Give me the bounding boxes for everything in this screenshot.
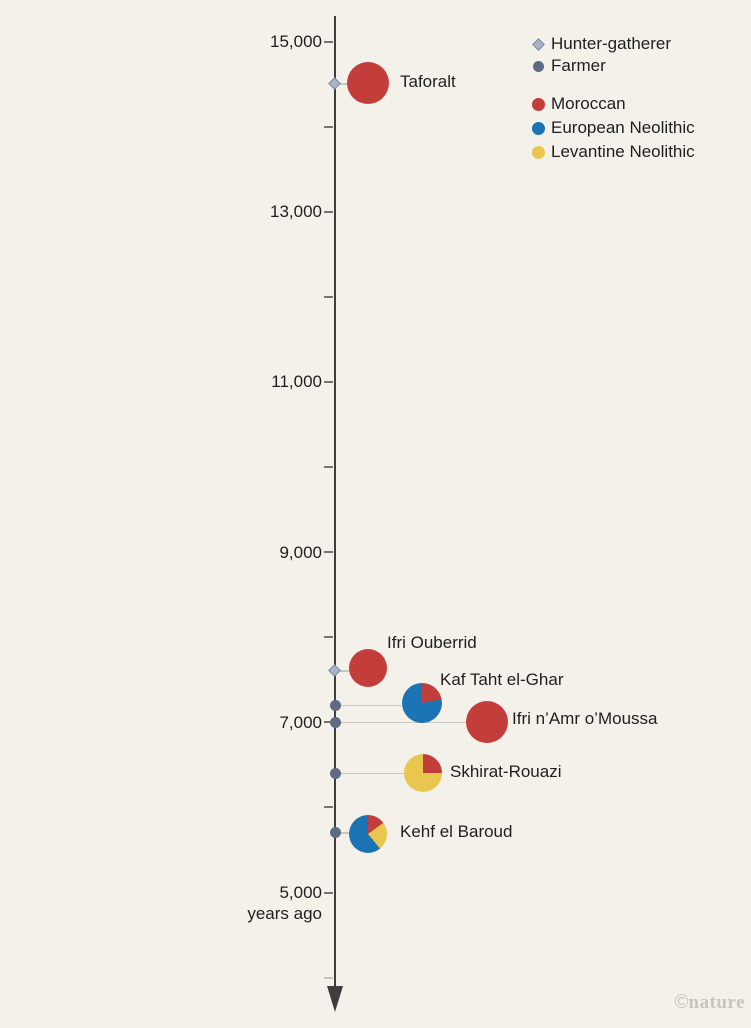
european-neolithic-dot-icon <box>530 121 546 135</box>
yellow-dot <box>531 145 545 159</box>
axis-tick-12000 <box>324 295 333 298</box>
ancestry-pie-kehf-el-baroud <box>349 814 387 853</box>
axis-tick-8000 <box>324 636 333 639</box>
ancestry-pie-kaf-taht-el-ghar <box>402 683 442 724</box>
axis-tick-5000 <box>324 891 333 894</box>
axis-tick-13000 <box>324 210 333 213</box>
ancestry-pie-ifri-n-amr-o-moussa <box>466 701 508 744</box>
site-label-ifri-ouberrid: Ifri Ouberrid <box>387 633 477 653</box>
nature-logo-text: nature <box>688 992 745 1013</box>
farmer-marker-skhirat-rouazi <box>329 767 341 779</box>
axis-tick-4000 <box>324 976 333 979</box>
legend-label-european-neolithic: European Neolithic <box>551 118 695 137</box>
circle-shape <box>532 60 544 72</box>
legend-label-hunter-gatherer: Hunter-gatherer <box>551 34 672 53</box>
hunter-gatherer-marker-ifri-ouberrid <box>328 664 341 678</box>
site-label-kaf-taht-el-ghar: Kaf Taht el-Ghar <box>440 670 564 690</box>
axis-tick-9000 <box>324 551 333 554</box>
legend-item-moroccan: Moroccan <box>530 92 695 116</box>
ancestry-pie-skhirat-rouazi <box>404 754 442 793</box>
legend: Hunter-gatherer Farmer Moroccan European… <box>530 33 695 164</box>
legend-item-european-neolithic: European Neolithic <box>530 116 695 140</box>
axis-tick-label-15000: 15,000 <box>270 32 322 51</box>
legend-label-moroccan: Moroccan <box>551 94 626 113</box>
axis-tick-label-5000: 5,000 <box>279 883 322 902</box>
site-label-ifri-n-amr-o-moussa: Ifri n’Amr o’Moussa <box>512 709 658 729</box>
blue-dot <box>531 121 545 135</box>
ancestry-pie-ifri-ouberrid <box>349 649 387 688</box>
connector-line-kaf-taht-el-ghar <box>335 704 422 707</box>
legend-item-hunter-gatherer: Hunter-gatherer <box>530 33 695 55</box>
nature-watermark: ©nature <box>675 992 745 1014</box>
time-axis-arrowhead-icon <box>327 986 343 1012</box>
farmer-marker-ifri-n-amr-o-moussa <box>329 716 341 728</box>
axis-tick-7000 <box>324 721 333 724</box>
time-axis-line <box>334 16 336 988</box>
axis-tick-6000 <box>324 806 333 809</box>
farmer-circle-icon <box>530 60 546 72</box>
axis-tick-label-7000: 7,000 <box>279 712 322 732</box>
hunter-gatherer-diamond-icon <box>530 37 546 51</box>
axis-tick-10000 <box>324 466 333 468</box>
axis-tick-14000 <box>324 125 333 128</box>
legend-item-levantine-neolithic: Levantine Neolithic <box>530 140 695 164</box>
hunter-gatherer-marker-taforalt <box>328 77 341 90</box>
axis-tick-11000 <box>324 380 333 383</box>
legend-label-levantine-neolithic: Levantine Neolithic <box>551 142 695 161</box>
site-label-skhirat-rouazi: Skhirat-Rouazi <box>450 762 562 782</box>
farmer-marker-kehf-el-baroud <box>329 827 341 839</box>
site-label-taforalt: Taforalt <box>400 72 456 92</box>
legend-ancestry-group: Moroccan European Neolithic Levantine Ne… <box>530 92 695 164</box>
axis-tick-label-13000: 13,000 <box>270 202 322 222</box>
red-dot <box>531 97 545 111</box>
connector-line-skhirat-rouazi <box>335 772 423 775</box>
legend-label-farmer: Farmer <box>551 56 606 75</box>
connector-line-ifri-n-amr-o-moussa <box>335 721 487 724</box>
diamond-shape <box>531 37 545 51</box>
farmer-marker-kaf-taht-el-ghar <box>329 699 341 711</box>
legend-item-farmer: Farmer <box>530 55 695 77</box>
axis-unit-label: years ago <box>247 904 322 923</box>
axis-tick-15000 <box>324 40 333 43</box>
copyright-symbol: © <box>674 992 689 1013</box>
levantine-neolithic-dot-icon <box>530 145 546 159</box>
moroccan-dot-icon <box>530 97 546 111</box>
ancestry-pie-taforalt <box>347 62 389 105</box>
axis-tick-label-9000: 9,000 <box>279 542 322 562</box>
site-label-kehf-el-baroud: Kehf el Baroud <box>400 821 513 841</box>
axis-tick-label-11000: 11,000 <box>271 372 322 392</box>
legend-lifestyle-group: Hunter-gatherer Farmer <box>530 33 695 77</box>
